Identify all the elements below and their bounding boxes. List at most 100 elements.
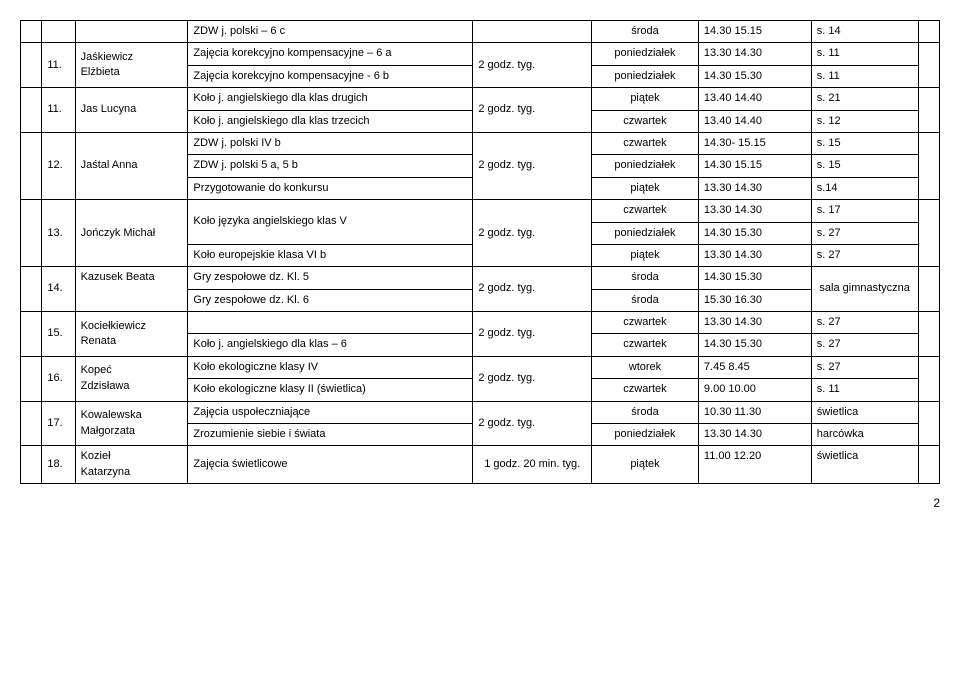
cell	[918, 312, 939, 357]
cell: czwartek	[592, 334, 699, 356]
cell: ZDW j. polski 5 a, 5 b	[188, 155, 473, 177]
cell: harcówka	[811, 424, 918, 446]
cell: 2 godz. tyg.	[473, 401, 592, 446]
cell: 2 godz. tyg.	[473, 200, 592, 267]
cell: 13.30 14.30	[698, 200, 811, 222]
cell: 14.30 15.30	[698, 65, 811, 87]
table-row: 12. Jaśtal Anna ZDW j. polski IV b 2 god…	[21, 132, 940, 154]
cell: 14.30 15.30	[698, 267, 811, 289]
cell: s. 27	[811, 244, 918, 266]
table-row: 11. JaśkiewiczElżbieta Zajęcia korekcyjn…	[21, 43, 940, 65]
cell	[21, 446, 42, 484]
cell: sala gimnastyczna	[811, 267, 918, 312]
cell: Koło ekologiczne klasy IV	[188, 356, 473, 378]
cell: 18.	[42, 446, 75, 484]
cell: KoziełKatarzyna	[75, 446, 188, 484]
cell: środa	[592, 289, 699, 311]
page-number: 2	[20, 496, 940, 510]
cell: KowalewskaMałgorzata	[75, 401, 188, 446]
cell: 13.30 14.30	[698, 43, 811, 65]
cell: poniedziałek	[592, 43, 699, 65]
cell: Jaśtal Anna	[75, 132, 188, 199]
cell: s. 11	[811, 43, 918, 65]
cell: 13.30 14.30	[698, 177, 811, 199]
cell: czwartek	[592, 132, 699, 154]
cell: 13.40 14.40	[698, 110, 811, 132]
cell: JaśkiewiczElżbieta	[75, 43, 188, 88]
cell: 7.45 8.45	[698, 356, 811, 378]
cell: 14.30 15.30	[698, 222, 811, 244]
cell: Koło j. angielskiego dla klas trzecich	[188, 110, 473, 132]
cell: 9.00 10.00	[698, 379, 811, 401]
cell: 13.30 14.30	[698, 312, 811, 334]
cell	[21, 21, 42, 43]
cell: poniedziałek	[592, 222, 699, 244]
cell: czwartek	[592, 200, 699, 222]
cell: s. 15	[811, 155, 918, 177]
cell: 14.30 15.30	[698, 334, 811, 356]
cell: s. 14	[811, 21, 918, 43]
cell: 14.30- 15.15	[698, 132, 811, 154]
cell: Koło ekologiczne klasy II (świetlica)	[188, 379, 473, 401]
cell: Koło j. angielskiego dla klas – 6	[188, 334, 473, 356]
table-row: ZDW j. polski – 6 c środa 14.30 15.15 s.…	[21, 21, 940, 43]
cell: Koło europejskie klasa VI b	[188, 244, 473, 266]
cell: 10.30 11.30	[698, 401, 811, 423]
cell: 1 godz. 20 min. tyg.	[473, 446, 592, 484]
cell	[918, 132, 939, 199]
cell: 13.40 14.40	[698, 88, 811, 110]
cell: 14.30 15.15	[698, 21, 811, 43]
cell: 11.00 12.20	[698, 446, 811, 484]
cell	[21, 267, 42, 312]
cell: 13.	[42, 200, 75, 267]
cell	[918, 43, 939, 88]
cell: 2 godz. tyg.	[473, 88, 592, 133]
cell	[473, 21, 592, 43]
cell: piątek	[592, 177, 699, 199]
cell: Koło języka angielskiego klas V	[188, 200, 473, 245]
cell: Gry zespołowe dz. Kl. 6	[188, 289, 473, 311]
cell	[918, 401, 939, 446]
cell: czwartek	[592, 312, 699, 334]
cell	[21, 132, 42, 199]
cell: poniedziałek	[592, 424, 699, 446]
table-row: 14. Kazusek Beata Gry zespołowe dz. Kl. …	[21, 267, 940, 289]
cell: s. 21	[811, 88, 918, 110]
cell: 12.	[42, 132, 75, 199]
table-row: 15. KociełkiewiczRenata 2 godz. tyg. czw…	[21, 312, 940, 334]
cell: 16.	[42, 356, 75, 401]
table-row: 13. Jończyk Michał Koło języka angielski…	[21, 200, 940, 222]
cell: Zajęcia świetlicowe	[188, 446, 473, 484]
cell	[42, 21, 75, 43]
cell: s.14	[811, 177, 918, 199]
cell	[918, 21, 939, 43]
cell	[188, 312, 473, 334]
table-row: 17. KowalewskaMałgorzata Zajęcia uspołec…	[21, 401, 940, 423]
cell: s. 27	[811, 312, 918, 334]
table-row: 18. KoziełKatarzyna Zajęcia świetlicowe …	[21, 446, 940, 484]
cell	[918, 446, 939, 484]
table-row: 16. KopećZdzisława Koło ekologiczne klas…	[21, 356, 940, 378]
cell: s. 27	[811, 356, 918, 378]
cell: piątek	[592, 88, 699, 110]
cell: 2 godz. tyg.	[473, 43, 592, 88]
cell: środa	[592, 401, 699, 423]
cell: 2 godz. tyg.	[473, 312, 592, 357]
cell	[21, 401, 42, 446]
cell	[21, 312, 42, 357]
cell: 14.	[42, 267, 75, 312]
cell: 2 godz. tyg.	[473, 132, 592, 199]
cell: 13.30 14.30	[698, 424, 811, 446]
cell	[918, 88, 939, 133]
cell: 2 godz. tyg.	[473, 356, 592, 401]
cell: poniedziałek	[592, 155, 699, 177]
cell: KociełkiewiczRenata	[75, 312, 188, 357]
cell: Przygotowanie do konkursu	[188, 177, 473, 199]
cell: Jas Lucyna	[75, 88, 188, 133]
cell	[918, 267, 939, 312]
cell: Zajęcia korekcyjno kompensacyjne - 6 b	[188, 65, 473, 87]
cell: Zajęcia korekcyjno kompensacyjne – 6 a	[188, 43, 473, 65]
cell: ZDW j. polski IV b	[188, 132, 473, 154]
cell: świetlica	[811, 446, 918, 484]
cell: s. 12	[811, 110, 918, 132]
